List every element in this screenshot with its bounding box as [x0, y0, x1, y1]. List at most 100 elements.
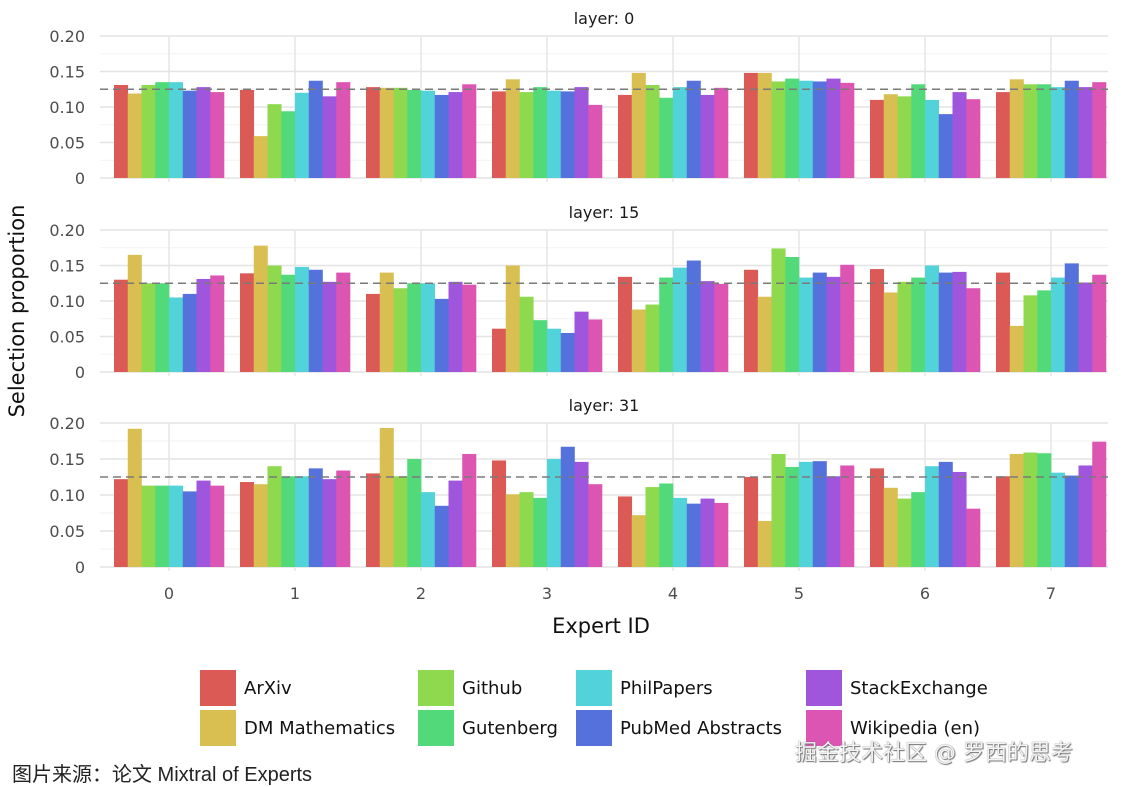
bar [714, 502, 729, 567]
bar [631, 515, 646, 567]
bar [686, 80, 701, 178]
y-tick-label: 0.20 [49, 221, 85, 240]
legend: ArXiv DM Mathematics Github Gutenberg PhilPa… [200, 670, 1020, 750]
bar [785, 256, 800, 372]
bar [114, 279, 129, 372]
bar [182, 293, 197, 372]
bar [295, 476, 310, 567]
bar [240, 273, 255, 372]
legend-label: ArXiv [244, 677, 292, 699]
bar [393, 288, 408, 372]
legend-swatch [200, 670, 236, 706]
y-tick-label: 0.15 [49, 63, 85, 82]
panel-0: layer: 0 0 0.05 0.10 0.15 0.20 [49, 9, 1108, 188]
bar [911, 492, 926, 567]
bar [519, 296, 534, 372]
bar [1064, 80, 1079, 178]
bar [308, 269, 323, 372]
bar [952, 271, 967, 372]
legend-label: DM Mathematics [244, 717, 396, 739]
legend-item: StackExchange [806, 670, 988, 706]
bar [492, 460, 507, 567]
bar [281, 476, 296, 567]
bar [1092, 441, 1107, 567]
bar [799, 80, 814, 178]
bar [169, 485, 184, 567]
x-tick-label: 4 [668, 584, 678, 603]
bar [870, 468, 885, 567]
bar [996, 92, 1011, 178]
bar [714, 283, 729, 372]
bar [182, 90, 197, 178]
legend-label: Gutenberg [462, 717, 558, 739]
bar [700, 94, 715, 178]
legend-swatch [806, 670, 842, 706]
bar [1009, 79, 1024, 178]
bar [785, 466, 800, 567]
panel-title: layer: 31 [569, 396, 640, 415]
legend-item: DM Mathematics [200, 710, 395, 746]
bar [645, 487, 660, 567]
bar [1023, 84, 1038, 178]
bar [434, 94, 449, 178]
legend-label: StackExchange [850, 677, 988, 699]
bar [114, 479, 129, 567]
legend-swatch [576, 670, 612, 706]
bar [547, 90, 562, 178]
bar [840, 264, 855, 372]
y-axis-title: Selection proportion [5, 205, 29, 418]
bar [785, 78, 800, 178]
bar [267, 104, 282, 178]
y-tick-label: 0.20 [49, 27, 85, 46]
x-tick-label: 1 [290, 584, 300, 603]
bar [127, 254, 142, 372]
bar [560, 91, 575, 178]
bar [114, 84, 129, 178]
bar [897, 281, 912, 372]
panel-title: layer: 0 [574, 9, 635, 28]
bar [533, 87, 548, 178]
bar [267, 265, 282, 372]
bar [448, 281, 463, 372]
bar [155, 485, 170, 567]
x-tick-label: 3 [542, 584, 552, 603]
bar [407, 459, 422, 567]
bar [966, 508, 981, 567]
bar [631, 72, 646, 178]
y-tick-label: 0.15 [49, 257, 85, 276]
bar [757, 520, 772, 567]
bar [533, 497, 548, 567]
bar [812, 272, 827, 372]
bar [448, 480, 463, 567]
bar [1078, 282, 1093, 372]
bar [574, 87, 589, 178]
bar [826, 78, 841, 178]
legend-label: PubMed Abstracts [620, 717, 783, 739]
bar [631, 309, 646, 372]
bar [574, 461, 589, 567]
x-tick-label: 7 [1046, 584, 1056, 603]
legend-swatch [576, 710, 612, 746]
bar [462, 284, 477, 372]
bar [771, 81, 786, 178]
bar [870, 99, 885, 178]
bar [322, 96, 337, 178]
bar [938, 461, 953, 567]
bar [492, 91, 507, 178]
panel-title: layer: 15 [569, 203, 640, 222]
bar [141, 485, 156, 567]
bar [1078, 465, 1093, 567]
bar [925, 466, 940, 567]
bar [925, 265, 940, 372]
legend-item: PhilPapers [576, 670, 713, 706]
bar [519, 92, 534, 178]
bar [1051, 277, 1066, 372]
y-tick-label: 0.20 [49, 414, 85, 433]
bar [336, 272, 351, 372]
bar [434, 505, 449, 567]
bar [659, 277, 674, 372]
bar [883, 487, 898, 567]
bar [700, 281, 715, 372]
bar [771, 248, 786, 372]
bar [911, 277, 926, 372]
